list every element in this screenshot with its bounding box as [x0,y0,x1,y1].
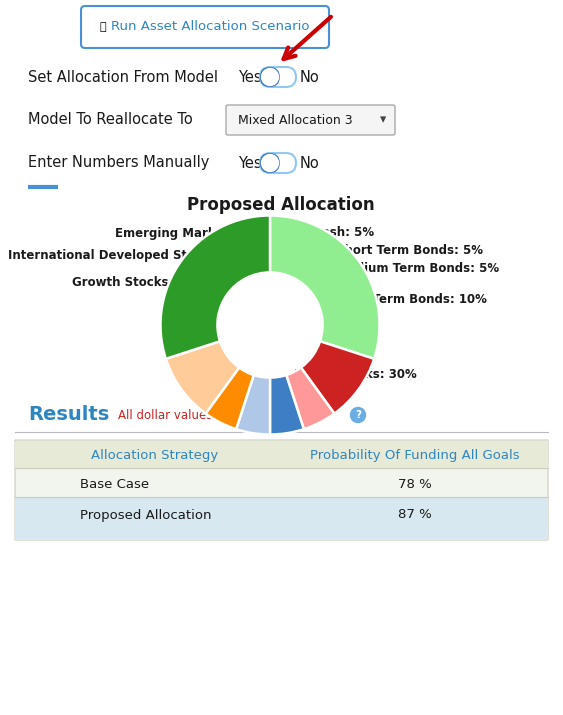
Text: 87 %: 87 % [398,508,432,521]
Text: Proposed Allocation: Proposed Allocation [187,196,375,214]
Text: Mixed Allocation 3: Mixed Allocation 3 [238,114,352,127]
Text: Short Term Bonds: 5%: Short Term Bonds: 5% [336,245,483,257]
Text: Medium Term Bonds: 5%: Medium Term Bonds: 5% [336,262,499,275]
Text: 📊: 📊 [100,22,106,32]
Circle shape [261,154,279,172]
Text: Proposed Allocation: Proposed Allocation [80,508,212,521]
Text: Growth Stocks: 30%: Growth Stocks: 30% [72,277,205,290]
Text: All dollar values are in Today's $: All dollar values are in Today's $ [118,408,309,422]
Text: Long Term Bonds: 10%: Long Term Bonds: 10% [336,293,487,307]
Text: Results: Results [28,405,109,425]
Text: Model To Reallocate To: Model To Reallocate To [28,112,193,127]
Text: Yes: Yes [238,69,262,84]
Text: International Developed Stocks: 10%: International Developed Stocks: 10% [8,249,254,262]
FancyBboxPatch shape [15,441,548,468]
Text: ?: ? [355,410,361,420]
FancyBboxPatch shape [260,67,280,87]
Wedge shape [301,341,374,413]
Circle shape [261,69,279,86]
Text: Set Allocation From Model: Set Allocation From Model [28,69,218,84]
FancyBboxPatch shape [260,153,296,173]
Text: Cash: 5%: Cash: 5% [313,227,374,240]
FancyBboxPatch shape [260,153,280,173]
FancyBboxPatch shape [15,440,548,540]
FancyBboxPatch shape [260,67,296,87]
Text: Enter Numbers Manually: Enter Numbers Manually [28,155,209,170]
Wedge shape [205,368,254,429]
FancyBboxPatch shape [226,105,395,135]
Wedge shape [286,368,334,429]
Text: No: No [300,69,320,84]
Text: ▾: ▾ [380,114,386,127]
Wedge shape [270,375,304,435]
Text: Allocation Strategy: Allocation Strategy [91,448,218,461]
Text: Yes: Yes [238,155,262,170]
Wedge shape [270,215,379,359]
Circle shape [351,408,365,423]
Text: No: No [300,155,320,170]
Text: Run Asset Allocation Scenario: Run Asset Allocation Scenario [111,21,309,34]
Text: Probability Of Funding All Goals: Probability Of Funding All Goals [310,448,520,461]
Text: Emerging Market Stocks: 5%: Emerging Market Stocks: 5% [115,227,306,240]
Text: Value Stocks: 30%: Value Stocks: 30% [295,368,417,382]
Text: 78 %: 78 % [398,478,432,490]
Text: Base Case: Base Case [80,478,149,490]
Wedge shape [160,215,270,359]
FancyBboxPatch shape [15,497,548,540]
Wedge shape [166,341,239,413]
FancyBboxPatch shape [81,6,329,48]
Wedge shape [236,375,270,435]
